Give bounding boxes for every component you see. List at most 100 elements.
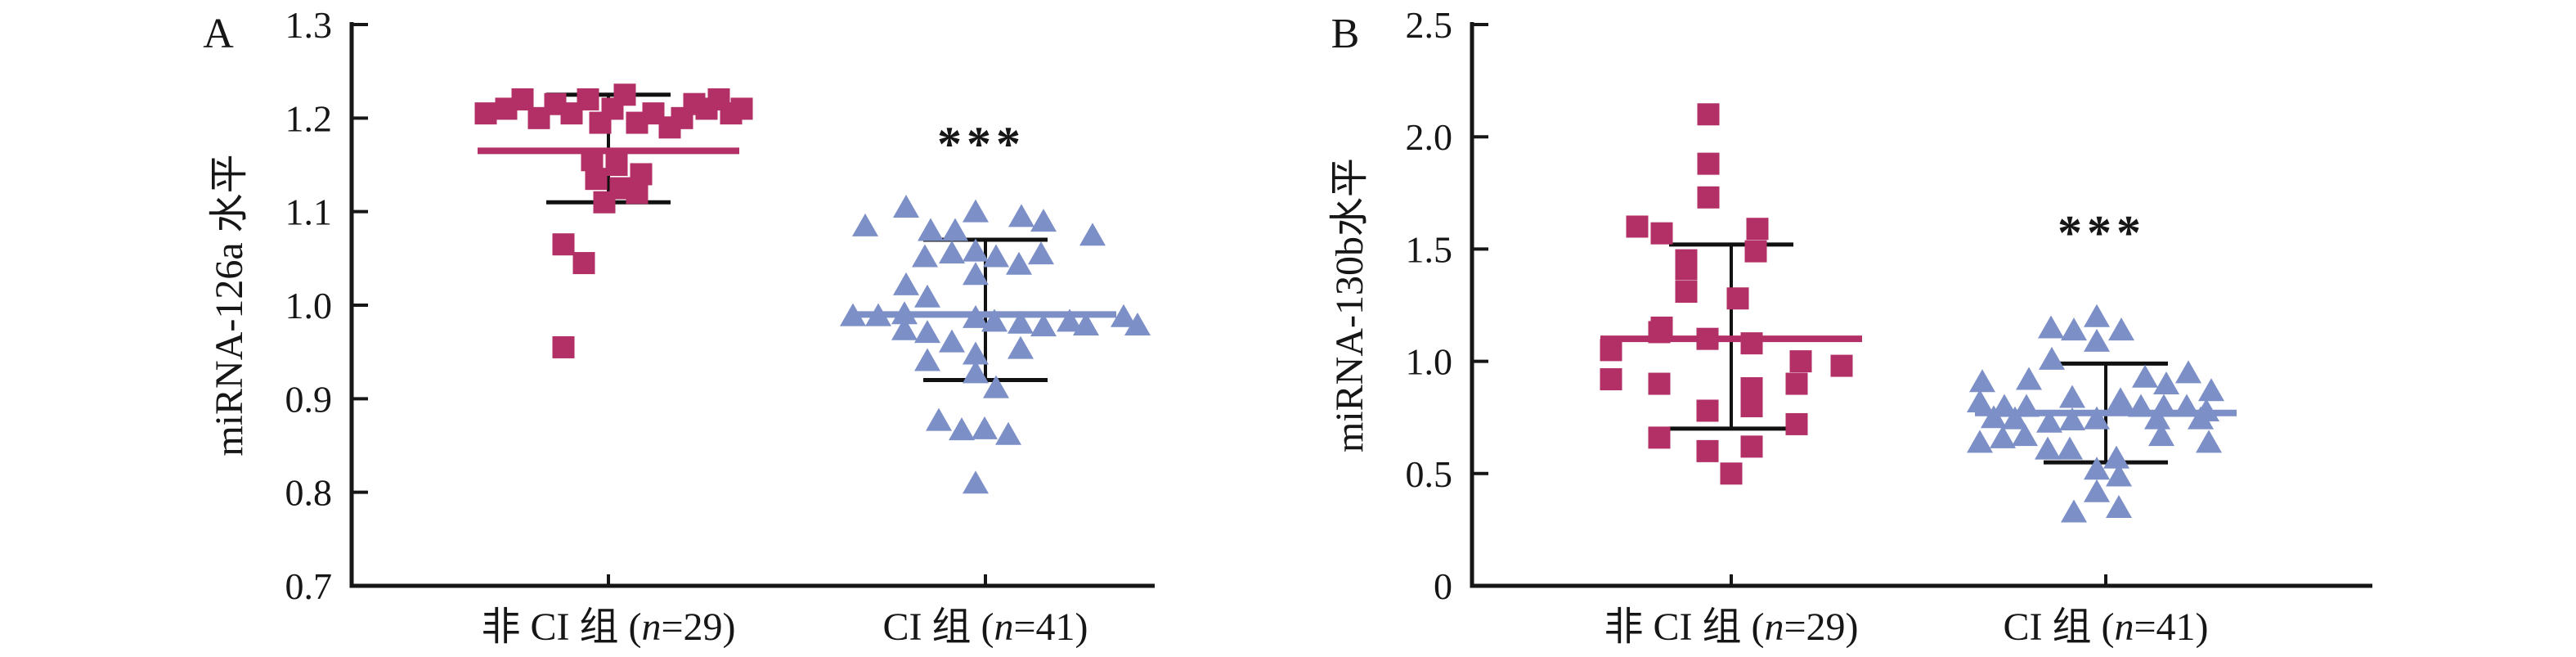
data-point-triangle	[2016, 367, 2042, 390]
data-point-triangle	[1008, 335, 1034, 359]
data-point-triangle	[2153, 371, 2179, 395]
y-axis-title: miRNA-126a 水平	[208, 154, 251, 456]
data-point-triangle	[2196, 430, 2222, 453]
data-point-triangle	[2059, 407, 2085, 430]
data-point-triangle	[981, 308, 1008, 332]
data-point-triangle	[2132, 364, 2158, 388]
data-point-triangle	[963, 199, 989, 223]
data-point-triangle	[1028, 241, 1054, 265]
data-point-triangle	[2035, 436, 2061, 460]
data-point-square	[1697, 103, 1720, 126]
data-point-triangle	[2148, 423, 2174, 447]
data-point-triangle	[949, 417, 975, 441]
y-axis-title: miRNA-130b水平	[1328, 158, 1371, 452]
data-point-square	[1785, 372, 1808, 395]
data-point-triangle	[840, 303, 866, 326]
data-point-triangle	[1969, 369, 1995, 393]
data-point-triangle	[2103, 445, 2129, 469]
data-point-square	[474, 102, 497, 125]
data-point-triangle	[2061, 499, 2087, 523]
data-point-square	[1697, 186, 1720, 209]
data-point-triangle	[1057, 308, 1083, 332]
data-point-triangle	[995, 421, 1021, 445]
data-point-square	[1650, 222, 1673, 245]
data-point-triangle	[1967, 430, 1993, 453]
y-tick-label: 0.5	[1406, 453, 1453, 495]
data-point-square	[1740, 435, 1763, 458]
data-point-square	[1789, 350, 1812, 373]
data-point-square	[552, 233, 575, 256]
data-point-triangle	[983, 244, 1009, 268]
data-point-triangle	[1124, 313, 1151, 336]
data-point-triangle	[852, 213, 878, 236]
data-point-square	[1746, 218, 1769, 241]
data-point-square	[730, 97, 753, 120]
data-point-triangle	[942, 218, 968, 241]
data-point-square	[577, 88, 599, 110]
data-point-triangle	[1967, 389, 1993, 412]
data-point-triangle	[1006, 251, 1032, 275]
series-non-ci-group: 非 CI 组 (n=29)	[1600, 103, 1862, 649]
data-point-triangle	[893, 272, 919, 295]
data-point-triangle	[1073, 313, 1099, 336]
data-point-square	[585, 168, 608, 191]
y-tick-label: 2.5	[1406, 4, 1453, 46]
data-point-square	[1697, 152, 1720, 175]
y-tick-label: 1.5	[1406, 228, 1453, 270]
y-tick-label: 0.7	[285, 565, 333, 607]
data-point-triangle	[2012, 423, 2038, 447]
significance-marker: ***	[937, 117, 1025, 171]
data-point-triangle	[2106, 494, 2132, 518]
data-point-square	[1740, 394, 1763, 417]
data-point-triangle	[2039, 346, 2065, 370]
data-point-triangle	[939, 240, 965, 263]
data-point-triangle	[2061, 317, 2087, 341]
data-point-square	[1648, 372, 1671, 395]
data-point-triangle	[1008, 310, 1034, 334]
significance-marker: ***	[2058, 205, 2146, 259]
x-category-label: CI 组 (n=41)	[2003, 605, 2208, 649]
data-point-square	[1696, 439, 1719, 462]
data-point-triangle	[2106, 463, 2132, 487]
data-point-square	[605, 154, 628, 176]
data-point-triangle	[2175, 360, 2201, 384]
x-category-label: 非 CI 组 (n=29)	[1604, 605, 1858, 649]
y-tick-label: 2.0	[1406, 116, 1453, 158]
data-point-triangle	[1008, 204, 1034, 227]
data-point-triangle	[963, 341, 989, 365]
data-point-square	[552, 335, 575, 358]
x-category-label: 非 CI 组 (n=29)	[481, 605, 735, 649]
data-point-square	[1726, 287, 1749, 310]
data-point-square	[626, 182, 648, 205]
series-ci-group: CI 组 (n=41) ***	[1967, 205, 2237, 649]
y-tick-label: 1.0	[1406, 341, 1453, 383]
panel-letter-A: A	[203, 11, 234, 57]
data-point-square	[1785, 412, 1808, 435]
data-point-triangle	[893, 194, 919, 218]
data-point-square	[1600, 339, 1622, 362]
data-point-triangle	[2084, 457, 2110, 480]
series-non-ci-group: 非 CI 组 (n=29)	[474, 83, 753, 649]
y-tick-label: 1.3	[285, 4, 333, 46]
y-tick-label: 0	[1434, 565, 1452, 607]
data-point-triangle	[2059, 385, 2085, 408]
data-point-square	[1648, 426, 1671, 449]
y-tick-label: 1.1	[285, 191, 333, 233]
data-point-square	[1600, 368, 1622, 391]
data-point-triangle	[963, 238, 989, 262]
data-point-triangle	[2002, 406, 2028, 430]
data-point-square	[1830, 354, 1853, 377]
data-point-triangle	[1030, 209, 1057, 232]
data-point-triangle	[2084, 479, 2110, 502]
data-point-triangle	[912, 244, 938, 268]
data-point-triangle	[963, 262, 989, 286]
data-point-triangle	[2084, 328, 2110, 352]
data-point-triangle	[963, 470, 989, 494]
data-point-triangle	[2188, 406, 2214, 430]
data-point-triangle	[914, 284, 940, 308]
panel-letter-B: B	[1331, 11, 1360, 57]
data-point-triangle	[939, 329, 965, 353]
series-ci-group: CI 组 (n=41) ***	[840, 117, 1151, 649]
data-point-square	[1626, 215, 1649, 238]
